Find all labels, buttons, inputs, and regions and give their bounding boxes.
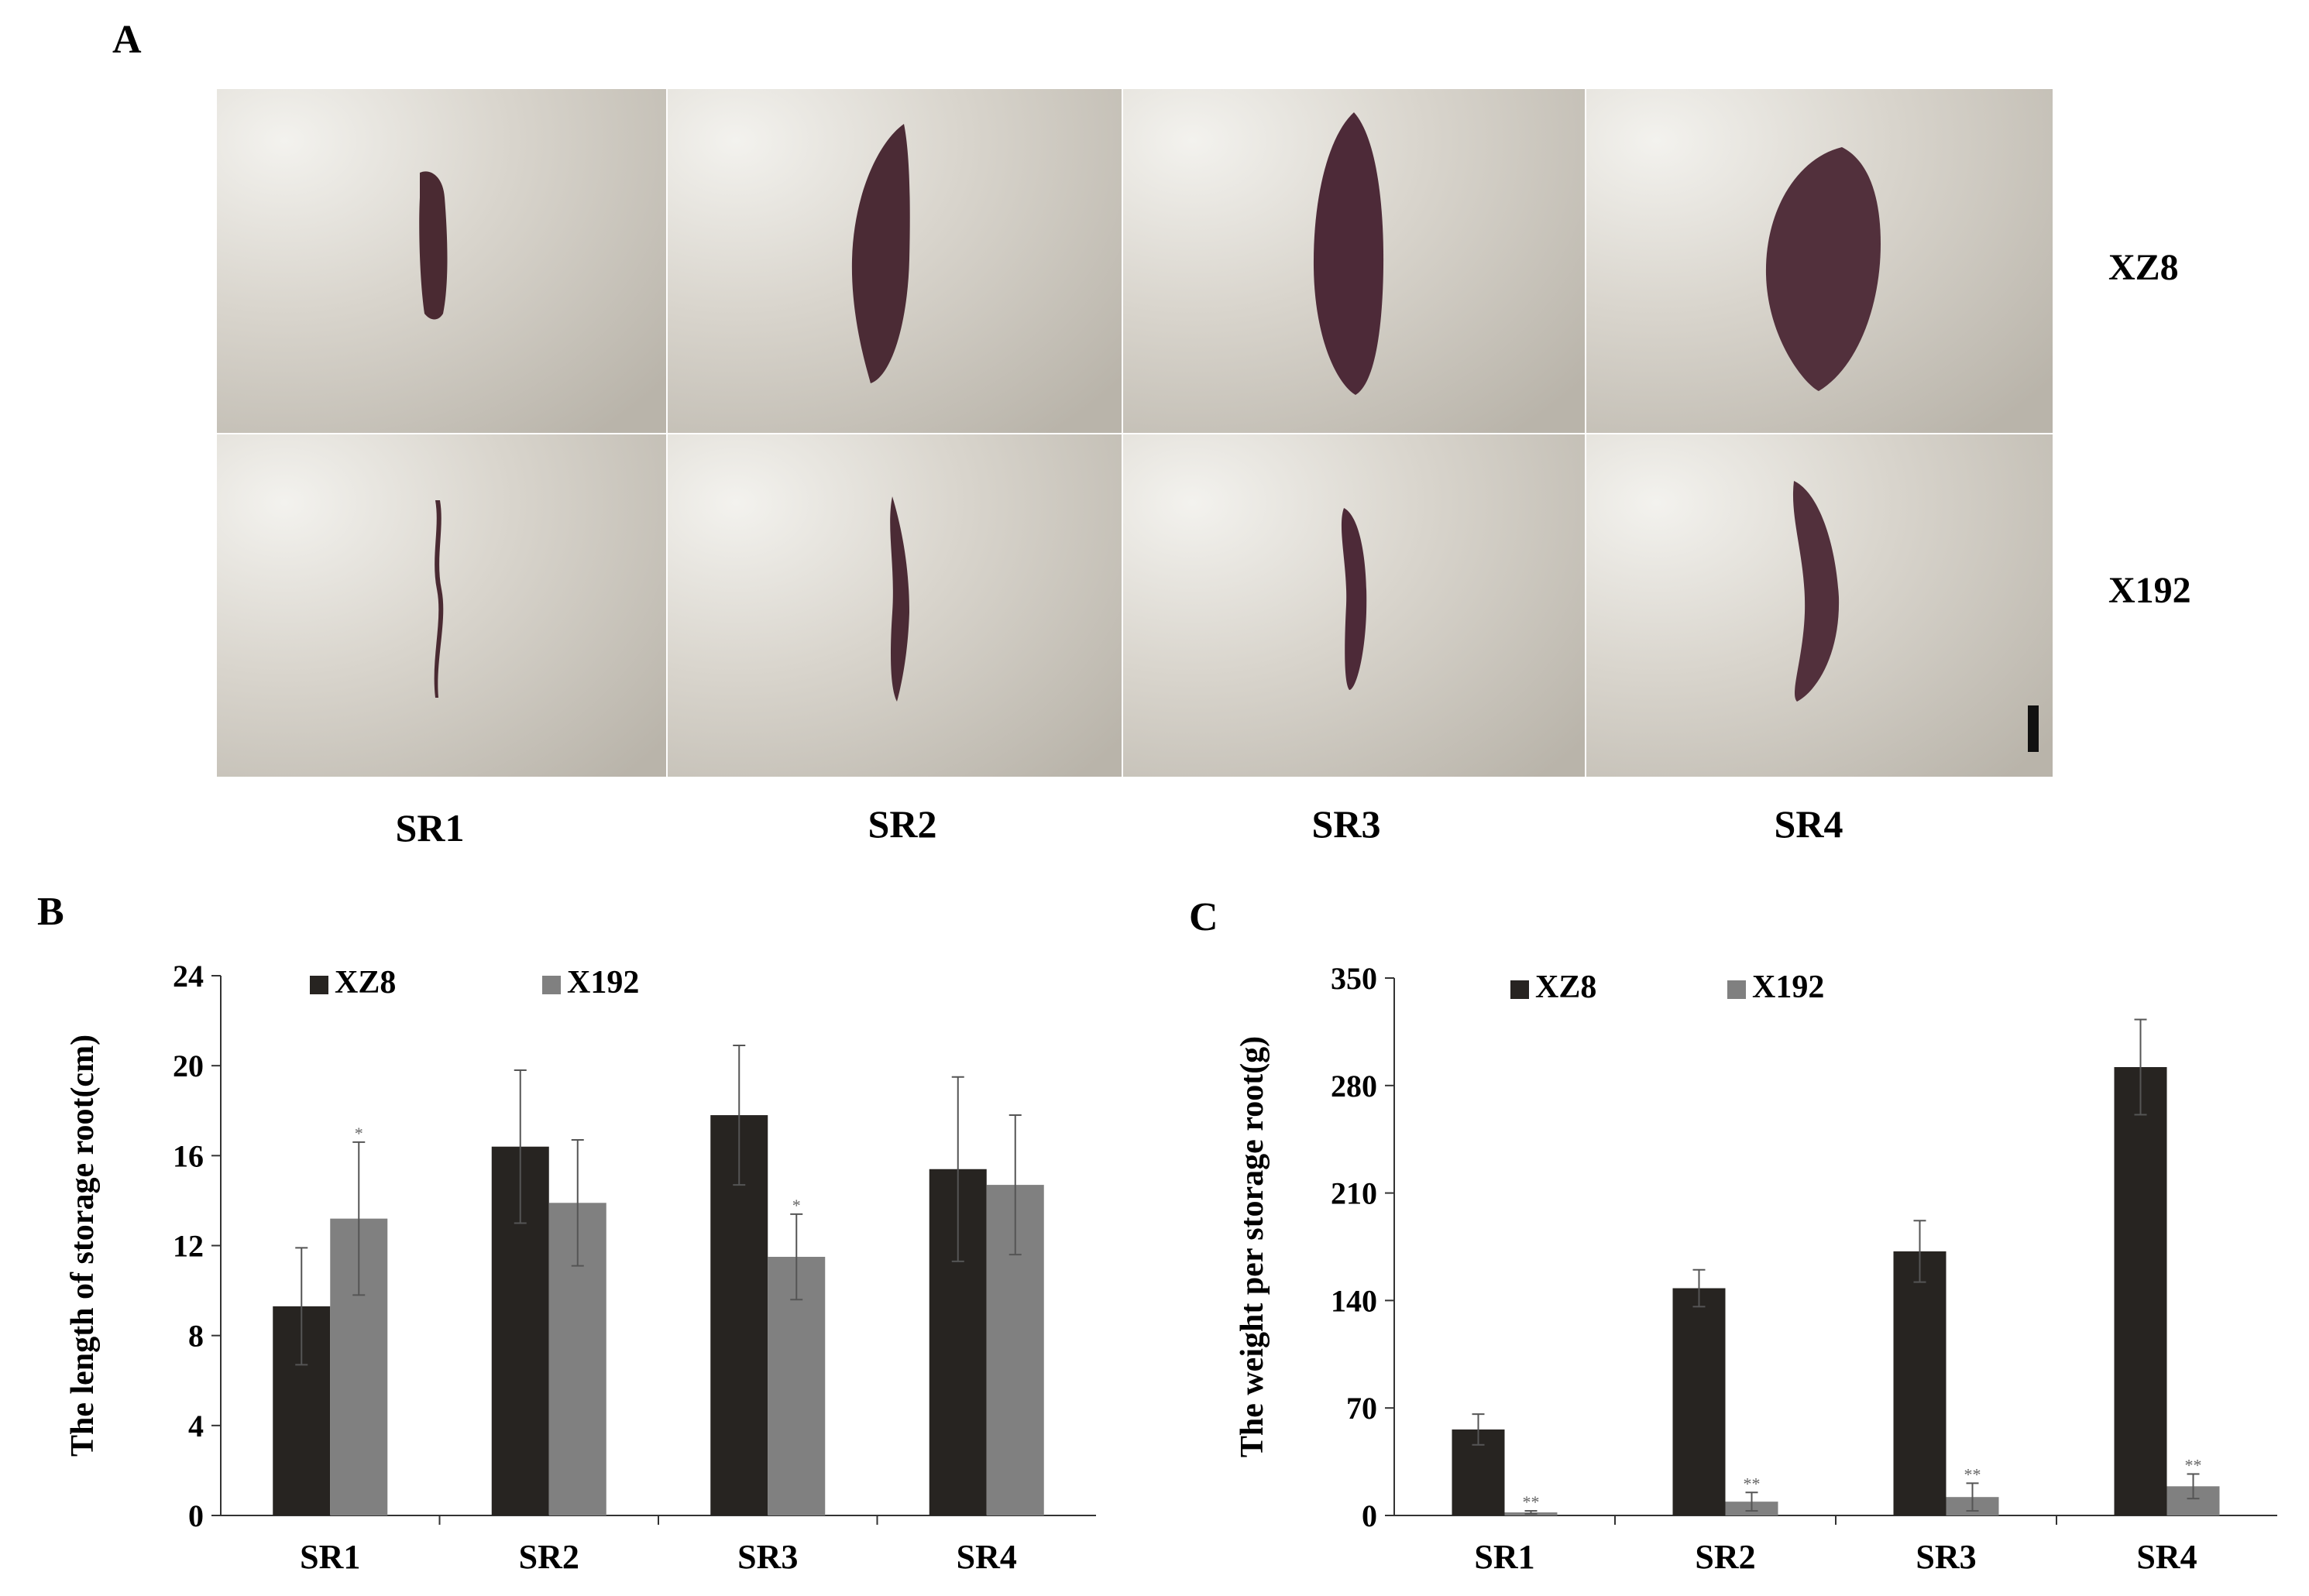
panel-label-a: A — [112, 18, 142, 62]
chart-c-x-tick-label-sr2: SR2 — [1695, 1538, 1755, 1576]
chart-c-significance-mark: ** — [1523, 1492, 1540, 1512]
photo-x192-sr1 — [217, 434, 666, 777]
chart-c-y-tick-label: 70 — [1346, 1391, 1377, 1426]
chart-c-y-tick-label: 0 — [1362, 1498, 1377, 1533]
photo-x192-sr4 — [1586, 434, 2053, 777]
row-label-x192: X192 — [2108, 570, 2191, 611]
chart-c-y-tick-label: 140 — [1331, 1283, 1377, 1318]
chart-b-y-tick-label: 8 — [188, 1319, 204, 1354]
photo-x192-sr3 — [1123, 434, 1585, 777]
col-label-sr4: SR4 — [1774, 802, 1843, 846]
chart-b-svg: 0 4 8 12 16 20 24 The length of storage root(cm… — [65, 959, 1096, 1576]
chart-b-y-tick-label: 20 — [173, 1049, 204, 1083]
chart-c-bar-xz8-sr3 — [1893, 1251, 1947, 1515]
chart-c-x-tick-label-sr3: SR3 — [1916, 1538, 1976, 1576]
chart-c-bar-xz8-sr2 — [1672, 1288, 1726, 1515]
chart-b-y-tick-label: 12 — [173, 1229, 204, 1264]
chart-b-x-tick-label-sr4: SR4 — [957, 1538, 1017, 1576]
chart-c-legend-swatch-xz8 — [1510, 980, 1529, 999]
chart-c-x-tick-label-sr1: SR1 — [1474, 1538, 1534, 1576]
photo-grid — [217, 89, 2053, 777]
chart-b-x-tick-label-sr3: SR3 — [737, 1538, 798, 1576]
chart-b-y-tick-label: 16 — [173, 1138, 204, 1173]
photo-xz8-sr3 — [1123, 89, 1585, 433]
chart-b-significance-mark: * — [792, 1196, 801, 1215]
chart-b-x-tick-label-sr2: SR2 — [519, 1538, 579, 1576]
col-label-sr3: SR3 — [1311, 802, 1381, 846]
chart-b-legend-swatch-xz8 — [310, 976, 328, 994]
chart-c-significance-mark: ** — [1964, 1464, 1981, 1484]
chart-c-legend-swatch-x192 — [1727, 980, 1746, 999]
chart-b-y-axis-label: The length of storage root(cm) — [65, 1035, 101, 1457]
chart-c-legend-label-xz8: XZ8 — [1535, 970, 1596, 1005]
chart-c-legend-label-x192: X192 — [1752, 970, 1824, 1005]
chart-c-significance-mark: ** — [1744, 1474, 1761, 1493]
chart-c-y-tick-label: 210 — [1331, 1176, 1377, 1211]
chart-b-legend-label-xz8: XZ8 — [335, 965, 396, 1001]
panel-label-c: C — [1189, 895, 1218, 939]
col-label-sr2: SR2 — [868, 802, 937, 846]
chart-b-y-tick-label: 0 — [188, 1498, 204, 1533]
chart-c: 0 70 140 210 280 350 The weight per storage ro… — [1162, 929, 2309, 1596]
panel-label-b: B — [37, 890, 64, 934]
chart-c-x-tick-label-sr4: SR4 — [2136, 1538, 2197, 1576]
chart-b-legend-swatch-x192 — [542, 976, 561, 994]
photo-x192-sr2 — [668, 434, 1122, 777]
chart-c-bar-xz8-sr4 — [2114, 1067, 2167, 1515]
photo-xz8-sr2 — [668, 89, 1122, 433]
col-label-sr1: SR1 — [395, 806, 465, 849]
chart-b-x-tick-label-sr1: SR1 — [300, 1538, 360, 1576]
chart-c-significance-mark: ** — [2185, 1455, 2202, 1474]
chart-c-y-tick-label: 350 — [1331, 961, 1377, 996]
chart-b-y-tick-label: 24 — [173, 959, 204, 994]
row-label-xz8: XZ8 — [2108, 247, 2179, 288]
chart-b-y-tick-label: 4 — [188, 1409, 204, 1443]
scale-bar — [2028, 705, 2039, 752]
chart-b: 0 4 8 12 16 20 24 The length of storage root(cm… — [0, 929, 1162, 1596]
chart-c-svg: 0 70 140 210 280 350 The weight per storage ro… — [1235, 961, 2277, 1576]
chart-b-legend-label-x192: X192 — [567, 965, 639, 1001]
photo-xz8-sr1 — [217, 89, 666, 433]
chart-c-y-tick-label: 280 — [1331, 1069, 1377, 1103]
chart-b-significance-mark: * — [355, 1124, 363, 1143]
photo-xz8-sr4 — [1586, 89, 2053, 433]
chart-c-y-axis-label: The weight per storage root(g) — [1235, 1036, 1270, 1457]
